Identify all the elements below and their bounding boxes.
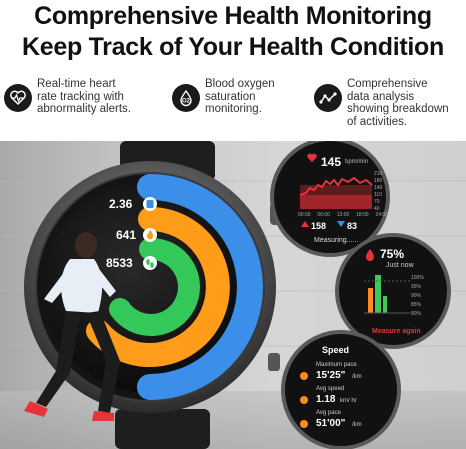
spo2-screen <box>335 233 451 349</box>
spo2-y-ticks: 100% 95% 90% 85% 80% <box>411 275 424 317</box>
speed-row-unit: /km <box>352 422 362 428</box>
spo2-value: 75% <box>380 247 405 261</box>
heart-rate-y-ticks: 210 180 140 110 70 40 <box>374 171 383 212</box>
spo2-when: Just now <box>386 262 414 269</box>
speed-row-label: Avg speed <box>316 386 345 392</box>
speed-row-label: Maximum pace <box>316 362 357 368</box>
heart-rate-value: 145 <box>321 155 342 169</box>
o2-saturation-icon: O2 <box>172 84 200 112</box>
heart-rate-unit: bpm/min <box>345 159 369 165</box>
runner-figure <box>24 232 120 421</box>
scene-art <box>0 141 466 449</box>
feature-heart-rate-text: Real-time heart rate tracking with abnor… <box>37 78 131 115</box>
svg-text:O2: O2 <box>182 99 191 105</box>
headline-line-1: Comprehensive Health Monitoring <box>34 2 432 30</box>
speed-row-value: 51'00" <box>316 418 346 429</box>
heart-rate-bars <box>299 176 373 209</box>
heart-pulse-icon <box>4 84 32 112</box>
drop-icon <box>366 249 374 261</box>
heart-rate-min: 83 <box>347 221 358 231</box>
stat-calories-value: 641 <box>116 228 137 242</box>
feature-heart-rate: Real-time heart rate tracking with abnor… <box>4 78 164 136</box>
heart-rate-x-ticks: 00:00 06:00 12:00 18:00 24:00 <box>298 212 388 218</box>
analysis-chart-icon <box>314 84 342 112</box>
watch-band-bottom <box>115 409 210 449</box>
ring-steps <box>109 237 200 336</box>
heart-icon <box>307 153 317 162</box>
speed-row-unit: km/ hr <box>340 398 357 404</box>
speed-screen <box>281 330 401 449</box>
feature-data-analysis-text: Comprehensive data analysis showing brea… <box>347 78 449 128</box>
footsteps-icon <box>143 256 157 270</box>
stat-distance-value: 2.36 <box>109 197 133 211</box>
min-arrow-icon <box>337 221 345 227</box>
headline-line-2: Keep Track of Your Health Condition <box>22 33 444 61</box>
heart-rate-max: 158 <box>311 221 327 231</box>
speed-row-label: Avg pace <box>316 410 341 416</box>
heart-rate-status: Measuring...... <box>314 237 359 244</box>
product-photo: 2.36 641 8533 145 bpm/min 210 180 140 110 70… <box>0 141 466 449</box>
feature-blood-oxygen-text: Blood oxygen saturation monitoring. <box>205 78 275 115</box>
watch-button-bottom[interactable] <box>268 353 280 371</box>
max-arrow-icon <box>301 221 309 227</box>
ring-distance <box>136 174 263 400</box>
feature-blood-oxygen: O2 Blood oxygen saturation monitoring. <box>172 78 312 136</box>
pace-icon <box>300 372 308 380</box>
avg-pace-icon <box>300 420 308 428</box>
measure-again-button[interactable]: Measure again <box>372 328 421 335</box>
speed-row-value: 1.18 <box>316 394 336 405</box>
speed-title: Speed <box>322 345 350 355</box>
spo2-bars <box>368 275 387 313</box>
ring-calories <box>86 207 230 367</box>
speed-row-value: 15'25" <box>316 370 346 381</box>
speed-icon <box>300 396 308 404</box>
stat-steps-value: 8533 <box>106 256 133 270</box>
feature-data-analysis: Comprehensive data analysis showing brea… <box>314 78 464 136</box>
speed-row-unit: /km <box>352 374 362 380</box>
